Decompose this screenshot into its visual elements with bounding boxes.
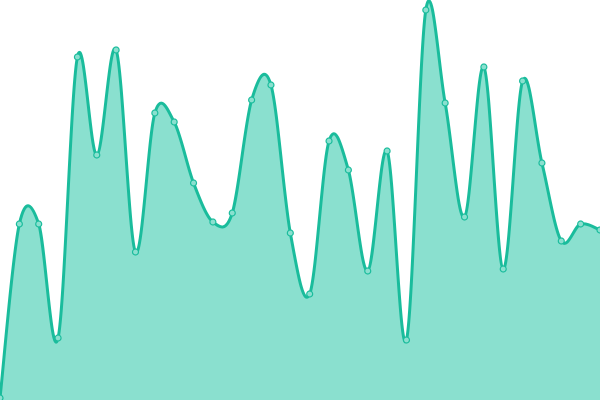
data-point-27 [518, 77, 527, 85]
data-point-11 [209, 218, 217, 226]
data-point-23 [441, 99, 449, 107]
data-point-24 [460, 213, 469, 221]
data-point-17 [325, 137, 333, 145]
data-point-16 [306, 290, 314, 298]
data-point-15 [286, 229, 294, 237]
data-point-5 [93, 151, 101, 159]
data-point-12 [228, 209, 236, 217]
data-point-14 [267, 81, 275, 89]
data-point-18 [344, 166, 352, 174]
data-point-29 [557, 237, 565, 245]
data-point-13 [248, 96, 256, 104]
data-point-2 [35, 220, 43, 228]
data-point-4 [73, 53, 82, 61]
data-point-20 [383, 147, 391, 155]
data-point-1 [15, 220, 23, 228]
data-point-8 [151, 109, 159, 117]
data-point-19 [364, 267, 372, 275]
data-point-25 [480, 63, 488, 71]
data-points [0, 6, 600, 400]
data-point-9 [170, 118, 178, 126]
data-point-7 [131, 248, 140, 256]
data-point-21 [402, 336, 411, 344]
data-point-0 [0, 394, 4, 400]
data-point-10 [189, 179, 198, 187]
data-point-28 [538, 159, 546, 167]
data-point-30 [577, 220, 585, 228]
data-point-3 [54, 334, 62, 342]
data-point-26 [499, 265, 507, 273]
data-point-31 [596, 226, 600, 234]
data-point-6 [112, 46, 120, 54]
data-point-22 [422, 6, 430, 14]
